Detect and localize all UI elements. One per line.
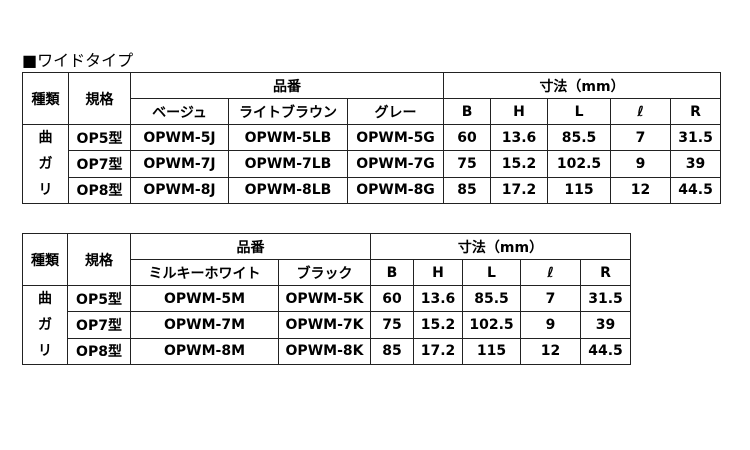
cell: 7	[520, 284, 581, 313]
cell: 102.5	[547, 150, 612, 178]
cell: 31.5	[670, 123, 722, 152]
wide-type-table-1: 種類 規格 品番 寸法（mm） ベージュ ライトブラウン グレー B H L ℓ…	[22, 72, 722, 205]
kind-char: 曲	[38, 291, 52, 307]
kind-char: ガ	[38, 156, 53, 172]
cell: 60	[443, 123, 492, 152]
cell: 115	[547, 176, 612, 205]
header-color: ライトブラウン	[228, 98, 348, 125]
cell: 85	[370, 337, 414, 366]
cell: 12	[520, 337, 581, 366]
cell: OPWM-8J	[130, 176, 229, 205]
header-dimensions: 寸法（mm）	[443, 72, 722, 99]
cell: 15.2	[413, 311, 463, 339]
cell: OPWM-7J	[130, 150, 229, 178]
cell: 17.2	[413, 337, 463, 366]
header-color: ブラック	[278, 259, 371, 286]
header-color: ミルキーホワイト	[130, 259, 279, 286]
cell: OP8型	[67, 337, 131, 366]
header-part-number: 品番	[130, 233, 371, 260]
cell: 13.6	[490, 123, 549, 152]
table-row: 曲ガリ OP5型 OPWM-5J OPWM-5LB OPWM-5G 60 13.6 85.5…	[22, 123, 722, 204]
header-dim: R	[670, 98, 722, 125]
header-dim: ℓ	[610, 98, 672, 125]
wide-type-table-2: 種類 規格 品番 寸法（mm） ミルキーホワイト ブラック B H L ℓ R …	[22, 233, 632, 366]
cell: OP7型	[68, 150, 131, 178]
cell: OP5型	[67, 284, 131, 313]
cell: 9	[610, 150, 672, 178]
kind-char: リ	[38, 182, 53, 198]
header-dim: B	[370, 259, 414, 286]
header-kind: 種類	[22, 72, 69, 125]
table-row: OP8型 OPWM-8J OPWM-8LB OPWM-8G 85 17.2 115 12 44.…	[23, 176, 722, 205]
header-dim: ℓ	[520, 259, 581, 286]
header-spec: 規格	[68, 72, 131, 125]
cell: OPWM-7LB	[228, 150, 348, 178]
cell: 7	[610, 123, 672, 152]
header-part-number: 品番	[129, 72, 445, 99]
cell: 60	[370, 284, 414, 313]
cell: 39	[670, 150, 722, 178]
table-row: OP8型 OPWM-8M OPWM-8K 85 17.2 115 12 44.5	[23, 337, 632, 366]
cell: 12	[610, 176, 672, 205]
cell: 115	[462, 337, 521, 366]
cell: OPWM-5G	[346, 123, 445, 152]
cell: OPWM-8G	[346, 176, 445, 205]
cell: 15.2	[490, 150, 549, 178]
header-color: ベージュ	[130, 98, 229, 125]
table-row: 曲ガリ OP5型 OPWM-5M OPWM-5K 60 13.6 85.5 7 31.5	[22, 284, 632, 365]
cell: 85.5	[462, 284, 521, 313]
cell: OPWM-5J	[130, 123, 229, 152]
cell: OPWM-7G	[346, 150, 445, 178]
cell: 31.5	[579, 284, 632, 313]
cell: 13.6	[413, 284, 463, 313]
cell: OPWM-5LB	[228, 123, 348, 152]
cell: OP8型	[68, 176, 131, 205]
cell: 85	[443, 176, 492, 205]
header-dim: B	[443, 98, 492, 125]
header-color: グレー	[346, 98, 445, 125]
cell: 9	[520, 311, 581, 339]
cell: 44.5	[579, 337, 632, 366]
cell: OP5型	[68, 123, 131, 152]
cell: OPWM-5K	[278, 284, 371, 313]
cell: OPWM-7K	[278, 311, 371, 339]
cell: OPWM-8LB	[228, 176, 348, 205]
kind-cell: 曲ガリ	[22, 285, 68, 365]
kind-char: 曲	[38, 130, 53, 146]
cell: OPWM-5M	[130, 284, 279, 313]
header-dim: H	[490, 98, 549, 125]
kind-char: ガ	[38, 317, 52, 333]
cell: OP7型	[67, 311, 131, 339]
section-title: ■ワイドタイプ	[22, 51, 134, 70]
header-dim: H	[413, 259, 463, 286]
cell: OPWM-8M	[130, 337, 279, 366]
cell: 85.5	[547, 123, 612, 152]
cell: 75	[370, 311, 414, 339]
header-dim: L	[462, 259, 521, 286]
header-dimensions: 寸法（mm）	[369, 233, 632, 260]
header-dim: L	[547, 98, 612, 125]
cell: 44.5	[670, 176, 722, 205]
kind-char: リ	[38, 343, 52, 359]
header-kind: 種類	[22, 233, 68, 286]
kind-cell: 曲ガリ	[22, 124, 69, 204]
header-dim: R	[579, 259, 632, 286]
cell: 17.2	[490, 176, 549, 205]
table-row: OP7型 OPWM-7J OPWM-7LB OPWM-7G 75 15.2 102.5 9 39	[23, 150, 722, 178]
cell: 39	[579, 311, 632, 339]
cell: 75	[443, 150, 492, 178]
cell: OPWM-8K	[278, 337, 371, 366]
cell: OPWM-7M	[130, 311, 279, 339]
table-row: OP7型 OPWM-7M OPWM-7K 75 15.2 102.5 9 39	[23, 311, 632, 339]
header-spec: 規格	[67, 233, 131, 286]
cell: 102.5	[462, 311, 521, 339]
